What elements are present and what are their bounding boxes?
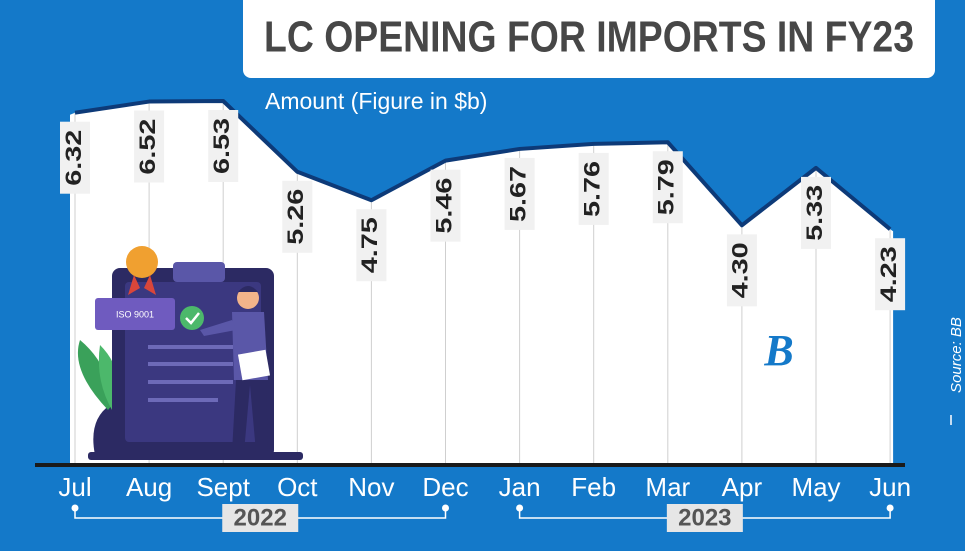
bracket-dot: [442, 504, 449, 512]
value-label: 6.53: [209, 118, 234, 174]
year-box: [222, 504, 299, 532]
area: [70, 101, 894, 465]
value-label-box: [60, 121, 90, 194]
value-label: 5.46: [431, 178, 456, 234]
logo-text: B: [763, 326, 793, 375]
bracket-dot: [886, 504, 894, 512]
logo: [751, 325, 807, 381]
value-label-box: [875, 238, 906, 311]
title-box: [243, 0, 935, 78]
x-tick-label: Oct: [277, 472, 318, 502]
value-label-box: [652, 151, 683, 224]
value-label: 5.67: [505, 166, 530, 222]
bracket-dot: [516, 504, 524, 512]
value-label-box: [134, 110, 165, 183]
x-tick-label: Dec: [422, 472, 468, 502]
value-label: 4.30: [728, 242, 753, 298]
value-label-box: [208, 110, 239, 182]
value-label: 4.75: [357, 217, 382, 273]
value-label: 6.32: [61, 130, 86, 186]
year-label: 2023: [678, 504, 731, 531]
value-label-box: [356, 209, 387, 282]
value-label-box: [801, 176, 831, 249]
x-tick-label: Jul: [58, 472, 91, 502]
bracket-dot: [71, 504, 79, 512]
x-tick-label: Jun: [869, 472, 911, 502]
x-tick-label: Apr: [722, 472, 763, 502]
value-label: 6.52: [135, 119, 160, 175]
x-tick-label: Nov: [348, 472, 394, 502]
x-tick-label: Sept: [196, 472, 250, 502]
source: Source: BB: [948, 317, 965, 393]
year-label: 2022: [234, 504, 287, 531]
chart-title: LC OPENING FOR IMPORTS IN FY23: [264, 13, 914, 62]
value-label-box: [578, 152, 609, 225]
value-label-box: [430, 169, 461, 242]
plot-area: 6.32 Jul 6.52 Aug 6.53 Sept 5.26 Oct 4.75 Nov 5.46…: [35, 99, 911, 532]
value-label-box: [282, 180, 313, 253]
x-tick-label: Aug: [126, 472, 172, 502]
line: [74, 99, 892, 231]
chart-subtitle: Amount (Figure in $b): [265, 88, 487, 114]
x-tick-label: Jan: [499, 472, 541, 502]
value-label: 5.76: [580, 161, 605, 217]
year-box: [666, 504, 743, 532]
value-label: 4.23: [876, 246, 901, 302]
illustration: ISO 9001: [77, 246, 303, 460]
value-label-box: [726, 234, 757, 307]
x-tick-label: May: [791, 472, 840, 502]
x-tick-label: Feb: [571, 472, 616, 502]
illustration-label: ISO 9001: [116, 309, 154, 319]
value-label: 5.26: [283, 189, 308, 245]
x-tick-label: Mar: [645, 472, 690, 502]
value-label: 5.33: [802, 185, 827, 241]
value-label: 5.79: [654, 159, 679, 215]
value-label-box: [504, 157, 535, 230]
